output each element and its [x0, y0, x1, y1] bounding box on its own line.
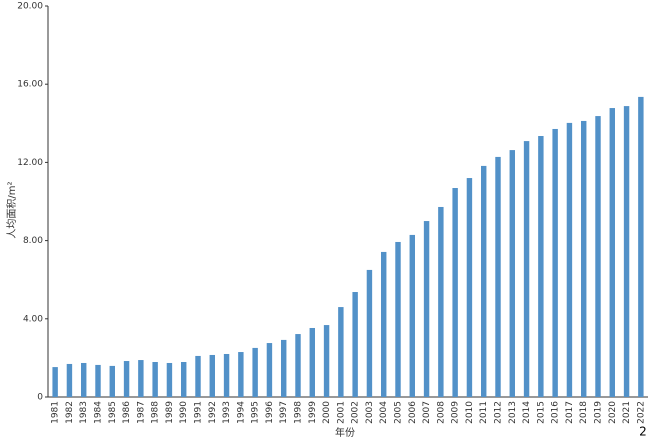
y-tick-label: 12.00 — [17, 158, 43, 168]
x-tick-label: 2010 — [465, 401, 475, 424]
x-tick-label: 1991 — [194, 401, 204, 424]
x-tick-label: 1989 — [165, 401, 175, 424]
bar — [338, 307, 344, 397]
bar — [409, 234, 415, 397]
x-tick-label: 1986 — [122, 401, 132, 424]
bar — [423, 221, 430, 397]
bar — [581, 120, 587, 397]
x-tick-label: 2014 — [522, 401, 532, 424]
x-tick-label: 2019 — [594, 401, 604, 424]
x-tick-label: 1997 — [279, 401, 289, 424]
x-tick-label: 2005 — [394, 401, 404, 424]
x-tick-label: 2009 — [451, 401, 461, 424]
x-tick-label: 2006 — [408, 401, 418, 424]
bar — [638, 96, 644, 397]
bar — [495, 156, 501, 397]
x-tick-label: 1988 — [151, 401, 161, 424]
bar — [509, 150, 515, 397]
bar — [109, 365, 115, 397]
x-tick-label: 2011 — [479, 401, 489, 424]
x-tick-label: 2002 — [351, 401, 361, 424]
x-tick-label: 1990 — [179, 401, 189, 424]
y-tick-label: 16.00 — [17, 80, 43, 90]
x-tick-label: 2022 — [636, 401, 646, 424]
bar — [481, 165, 487, 397]
x-tick-label: 1999 — [308, 401, 318, 424]
annotation: 2 — [639, 425, 647, 439]
x-tick-label: 1982 — [65, 401, 75, 424]
bar — [123, 361, 130, 397]
x-tick-label: 1998 — [294, 401, 304, 424]
bar — [281, 339, 287, 397]
bar — [595, 116, 601, 397]
bar — [166, 362, 173, 397]
bar — [323, 325, 330, 397]
x-tick-label: 2018 — [579, 401, 589, 424]
x-tick-label: 1985 — [108, 401, 118, 424]
y-tick-label: 4.00 — [23, 314, 43, 324]
x-tick-label: 2016 — [551, 401, 561, 424]
bar — [195, 355, 201, 397]
x-tick-label: 2000 — [322, 401, 332, 424]
y-tick-label: 8.00 — [23, 236, 43, 246]
x-axis-label: 年份 — [335, 426, 355, 439]
bar — [395, 241, 401, 397]
bar — [152, 362, 158, 397]
x-tick-label: 2021 — [622, 401, 632, 424]
bar — [138, 360, 144, 397]
x-tick-label: 1993 — [222, 401, 232, 424]
x-tick-label: 2008 — [436, 401, 446, 424]
bar — [381, 251, 387, 397]
bar — [252, 347, 258, 397]
x-tick-label: 2013 — [508, 401, 518, 424]
bar — [238, 352, 244, 397]
bar — [295, 334, 301, 397]
x-tick-label: 1994 — [236, 401, 246, 424]
y-tick-label: 20.00 — [17, 2, 43, 12]
y-axis-label: 人均面积/m² — [6, 181, 18, 238]
bar — [438, 206, 444, 397]
x-tick-label: 1983 — [79, 401, 89, 424]
bar — [452, 188, 458, 397]
bar — [209, 354, 215, 397]
bar — [623, 106, 630, 397]
bar — [538, 136, 544, 397]
x-tick-label: 1992 — [208, 401, 218, 424]
bar — [95, 364, 101, 397]
x-tick-label: 1995 — [251, 401, 261, 424]
bar — [181, 362, 187, 397]
x-tick-label: 1987 — [136, 401, 146, 424]
bar — [81, 362, 87, 397]
x-tick-label: 1981 — [51, 401, 61, 424]
bar — [366, 269, 373, 397]
x-tick-label: 1996 — [265, 401, 275, 424]
x-tick-label: 2017 — [565, 401, 575, 424]
x-tick-label: 2020 — [608, 401, 618, 424]
bar — [466, 178, 473, 397]
x-tick-label: 2001 — [336, 401, 346, 424]
x-tick-label: 2007 — [422, 401, 432, 424]
x-tick-label: 2003 — [365, 401, 375, 424]
bar — [266, 343, 273, 397]
x-tick-label: 2012 — [494, 401, 504, 424]
bar — [66, 363, 73, 397]
bar — [352, 292, 358, 397]
bar — [552, 128, 558, 398]
bar — [52, 367, 58, 397]
x-tick-label: 1984 — [94, 401, 104, 424]
bar — [523, 141, 530, 397]
x-tick-label: 2004 — [379, 401, 389, 424]
bar — [223, 353, 230, 397]
bar — [566, 122, 573, 397]
x-tick-label: 2015 — [536, 401, 546, 424]
bar — [309, 327, 315, 397]
bar — [609, 108, 615, 398]
y-tick-label: 0 — [37, 393, 43, 403]
